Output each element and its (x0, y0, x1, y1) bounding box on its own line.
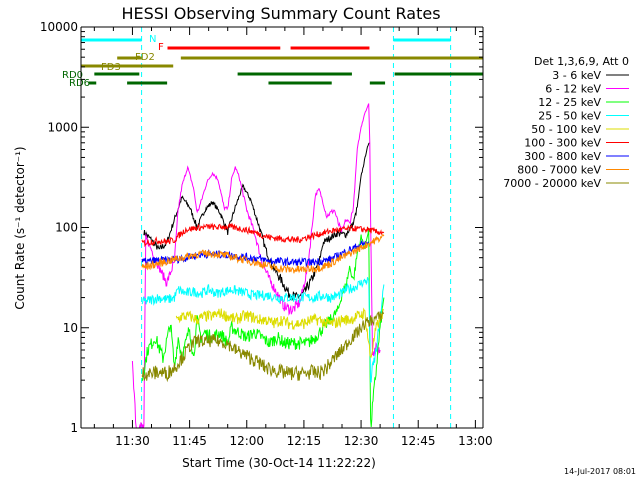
x-tick-label: 12:00 (229, 434, 264, 448)
flag-label: RD6 (69, 78, 90, 89)
data-layer (131, 27, 452, 429)
legend-label: 50 - 100 keV (531, 123, 601, 136)
flag-label: FD2 (135, 52, 155, 63)
legend-label: 800 - 7000 keV (517, 164, 601, 177)
legend-label: 300 - 800 keV (524, 150, 601, 163)
y-tick-label: 1 (70, 421, 78, 435)
chart-title: HESSI Observing Summary Count Rates (121, 4, 440, 23)
tick-layer: 11:30 11:45 12:00 12:15 12:30 12:45 13:00 1 10 10… (40, 20, 493, 448)
series-line (175, 307, 385, 358)
x-tick-label: 12:15 (287, 434, 322, 448)
flag-label: N (149, 34, 156, 45)
x-tick-label: 12:30 (344, 434, 379, 448)
series-line (143, 142, 370, 302)
x-tick-label: 13:00 (458, 434, 493, 448)
series-line (141, 222, 385, 248)
x-tick-label: 12:45 (401, 434, 436, 448)
legend-label: 7000 - 20000 keV (503, 177, 601, 190)
x-axis-label: Start Time (30-Oct-14 11:22:22) (182, 456, 376, 470)
legend-label: 12 - 25 keV (538, 96, 601, 109)
y-tick-label: 10000 (40, 20, 78, 34)
series-line (141, 310, 385, 383)
series-line (141, 234, 385, 274)
x-tick-label: 11:45 (172, 434, 207, 448)
legend-title: Det 1,3,6,9, Att 0 (534, 55, 629, 68)
legend-label: 100 - 300 keV (524, 137, 601, 150)
series-line (131, 103, 381, 429)
y-tick-label: 1000 (47, 120, 78, 134)
y-axis-label: Count Rate (s⁻¹ detector⁻¹) (13, 146, 27, 309)
flag-label: FD3 (101, 62, 121, 73)
footer-date: 14-Jul-2017 08:01 (564, 467, 636, 476)
legend-label: 3 - 6 keV (552, 69, 601, 82)
y-tick-label: 10 (63, 321, 78, 335)
legend-label: 25 - 50 keV (538, 110, 601, 123)
legend-label: 6 - 12 keV (545, 83, 601, 96)
flag-label: F (158, 42, 164, 53)
y-tick-label: 100 (55, 221, 78, 235)
series-line (141, 277, 385, 384)
x-tick-label: 11:30 (115, 434, 150, 448)
flag-label: RD0 (62, 70, 83, 81)
